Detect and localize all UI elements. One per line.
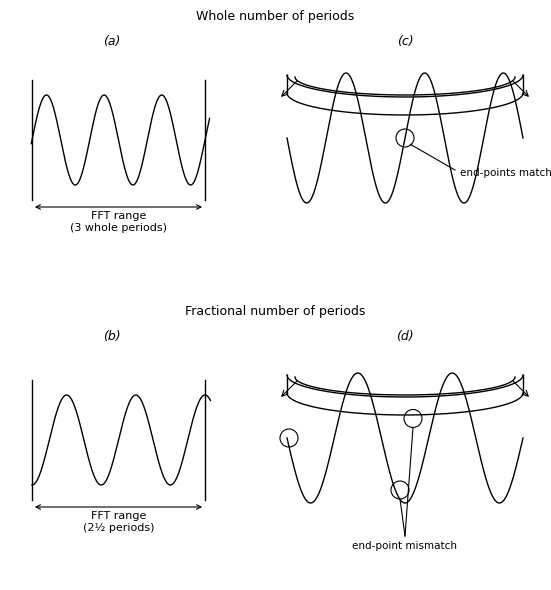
Text: Whole number of periods: Whole number of periods	[196, 10, 354, 23]
Text: Fractional number of periods: Fractional number of periods	[185, 305, 365, 318]
Text: end-points match: end-points match	[460, 168, 551, 178]
Text: (c): (c)	[397, 35, 413, 48]
Text: FFT range
(2½ periods): FFT range (2½ periods)	[83, 511, 154, 533]
Text: FFT range
(3 whole periods): FFT range (3 whole periods)	[70, 211, 167, 232]
Text: (b): (b)	[103, 330, 121, 343]
Text: (a): (a)	[104, 35, 121, 48]
Text: (d): (d)	[396, 330, 414, 343]
Text: end-point mismatch: end-point mismatch	[353, 541, 457, 551]
